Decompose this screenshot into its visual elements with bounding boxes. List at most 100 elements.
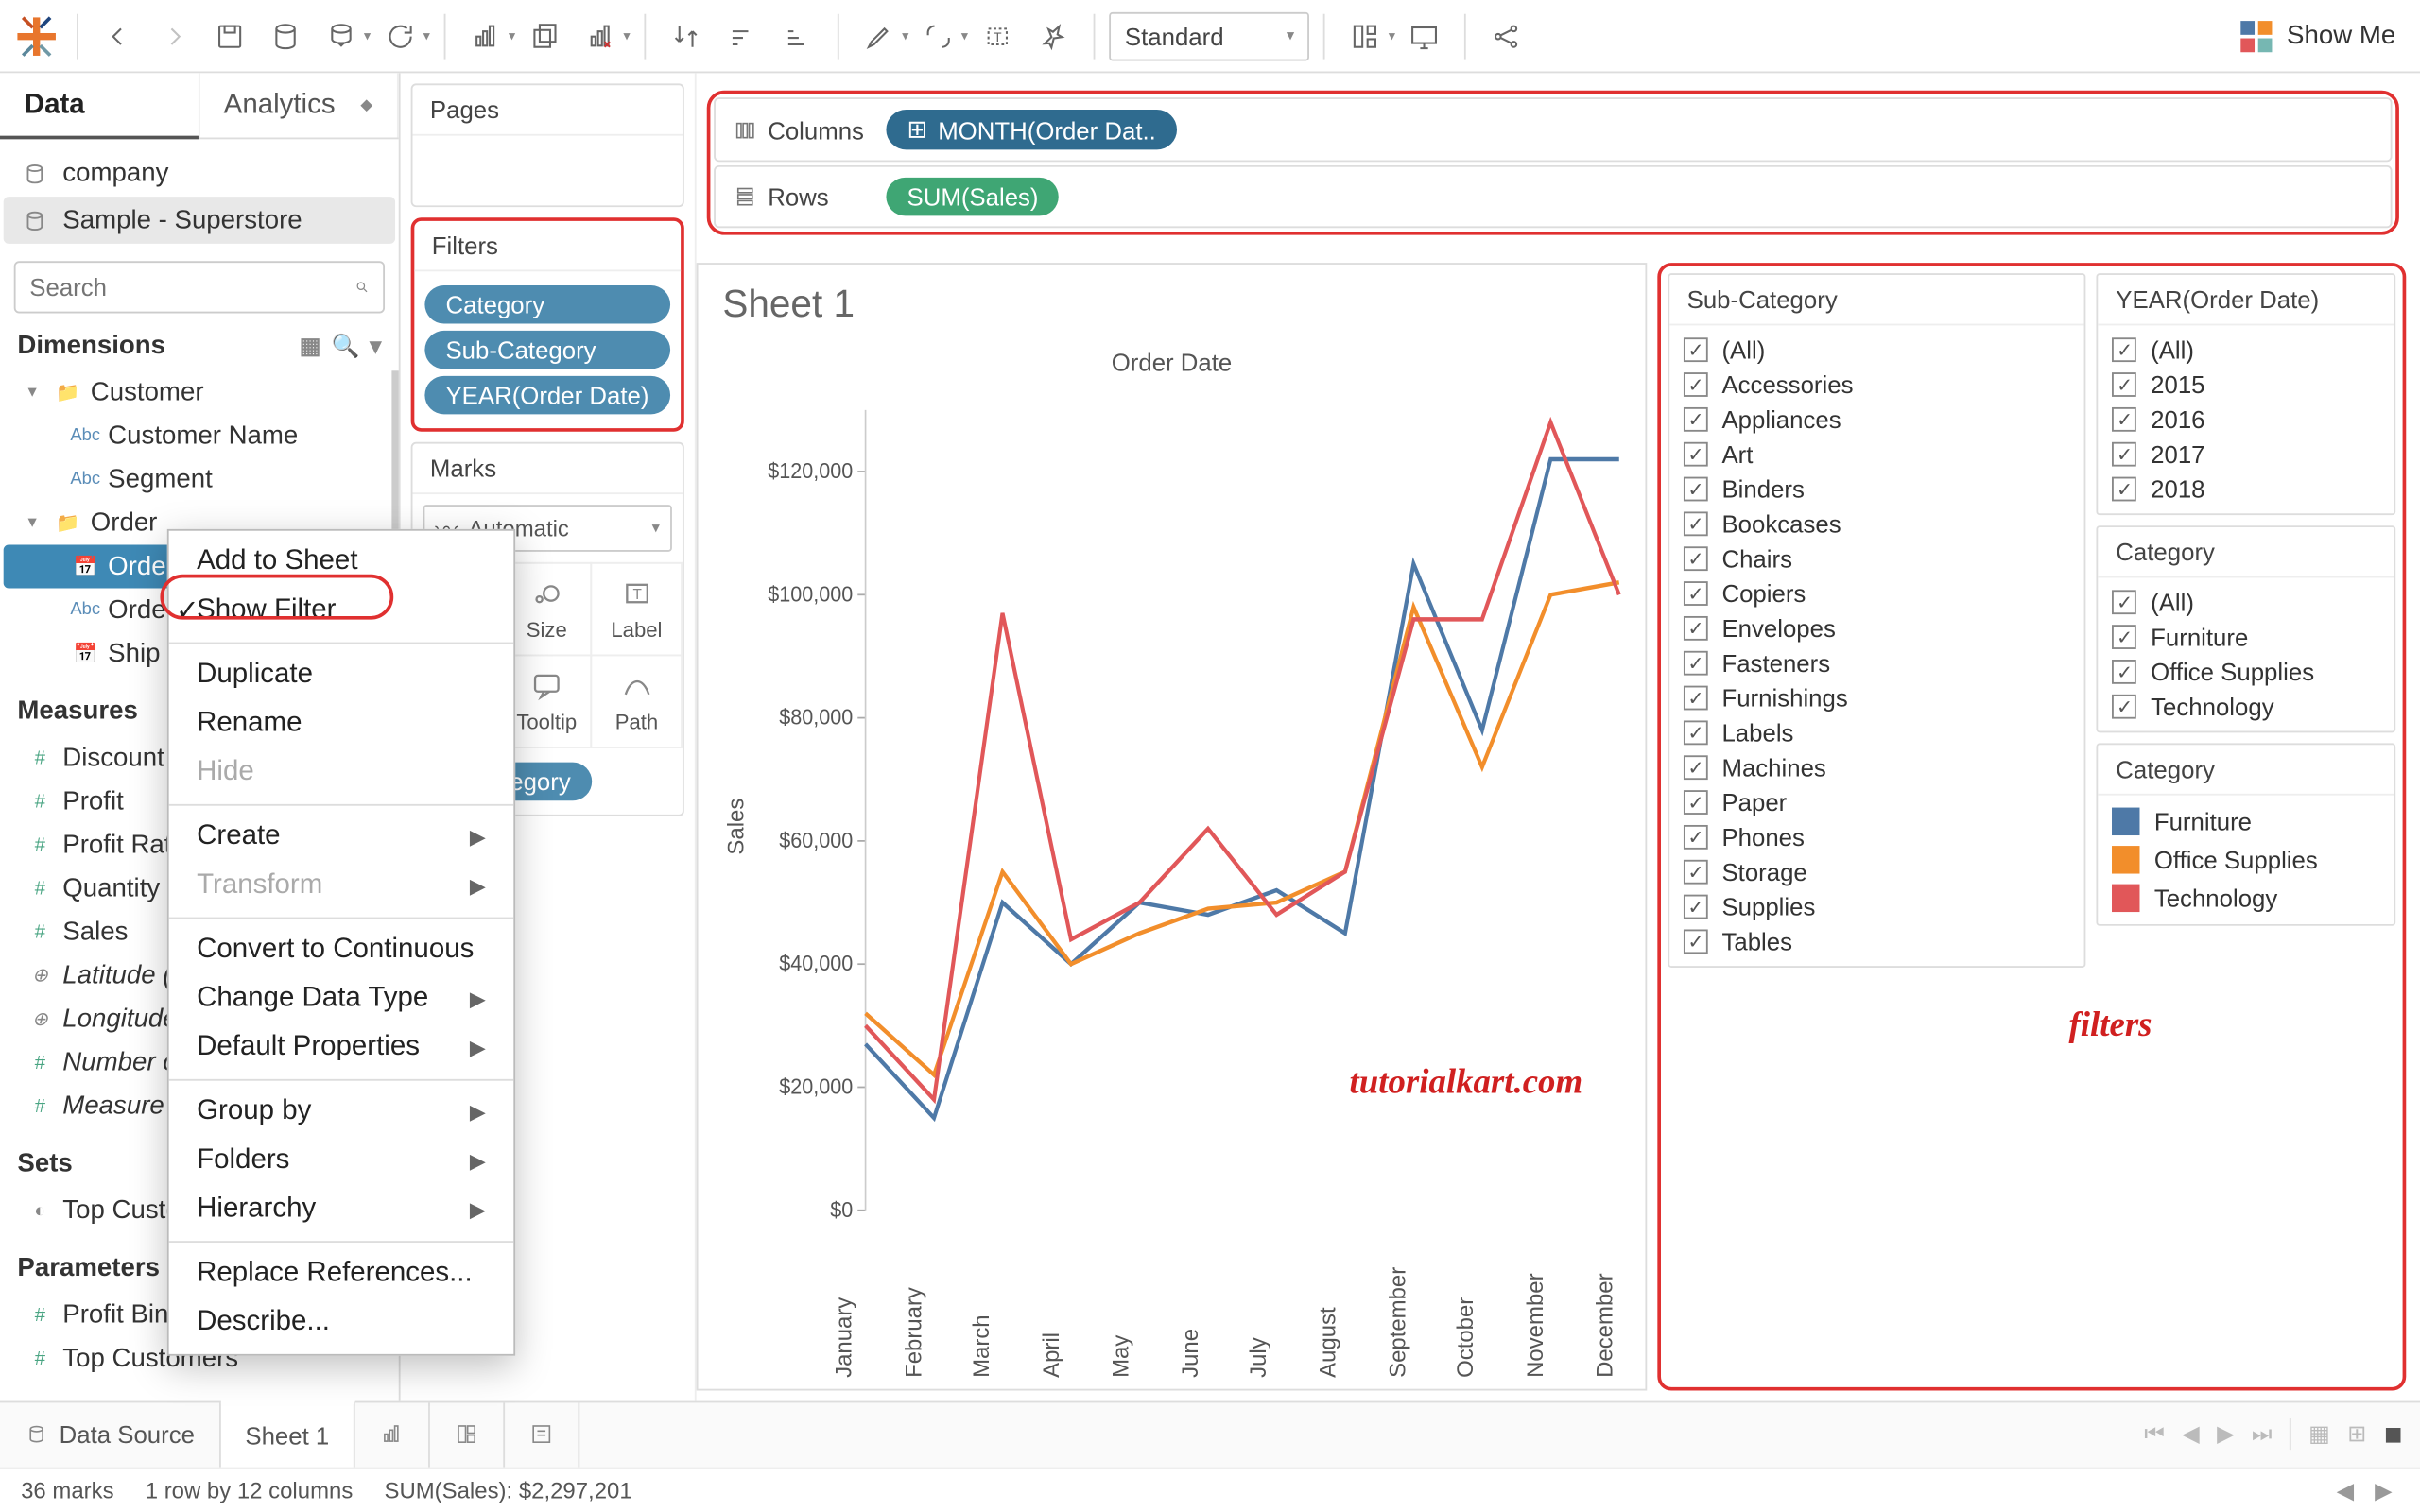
tab-data[interactable]: Data bbox=[0, 73, 199, 137]
filter-checkbox[interactable]: ✓Labels bbox=[1684, 715, 2070, 750]
filter-checkbox[interactable]: ✓Binders bbox=[1684, 472, 2070, 507]
filter-checkbox[interactable]: ✓Envelopes bbox=[1684, 610, 2070, 645]
legend-item[interactable]: Furniture bbox=[2113, 802, 2380, 841]
new-worksheet-icon[interactable] bbox=[459, 9, 511, 61]
subcategory-filter[interactable]: Sub-Category ✓(All)✓Accessories✓Applianc… bbox=[1668, 273, 2086, 968]
year-filter[interactable]: YEAR(Order Date) ✓(All)✓2015✓2016✓2017✓2… bbox=[2097, 273, 2395, 515]
rows-pill[interactable]: SUM(Sales) bbox=[886, 178, 1059, 216]
new-dashboard-button[interactable] bbox=[430, 1402, 505, 1467]
filter-pill[interactable]: Category bbox=[424, 285, 670, 324]
menu-item[interactable]: Default Properties▶ bbox=[169, 1023, 514, 1073]
filter-checkbox[interactable]: ✓Paper bbox=[1684, 785, 2070, 820]
filter-checkbox[interactable]: ✓2015 bbox=[2113, 368, 2380, 403]
marks-path[interactable]: Path bbox=[591, 654, 683, 747]
sort-asc-icon[interactable] bbox=[716, 9, 768, 61]
tab-datasource[interactable]: Data Source bbox=[0, 1402, 221, 1467]
filter-checkbox[interactable]: ✓Fasteners bbox=[1684, 645, 2070, 680]
tab-sheet1[interactable]: Sheet 1 bbox=[221, 1400, 355, 1467]
filter-pill[interactable]: YEAR(Order Date) bbox=[424, 376, 670, 415]
new-story-button[interactable] bbox=[505, 1402, 579, 1467]
datasource-icon[interactable] bbox=[259, 9, 311, 61]
tab-analytics[interactable]: Analytics◆ bbox=[199, 73, 399, 137]
category-filter[interactable]: Category ✓(All)✓Furniture✓Office Supplie… bbox=[2097, 525, 2395, 732]
cards-icon[interactable] bbox=[1340, 9, 1392, 61]
menu-item[interactable]: ✓Show Filter bbox=[169, 587, 514, 636]
presentation-icon[interactable] bbox=[1399, 9, 1451, 61]
legend-item[interactable]: Office Supplies bbox=[2113, 841, 2380, 880]
filter-checkbox[interactable]: ✓Tables bbox=[1684, 924, 2070, 959]
status-marks: 36 marks bbox=[21, 1477, 113, 1503]
filter-pill[interactable]: Sub-Category bbox=[424, 331, 670, 369]
filters-shelf[interactable]: Filters CategorySub-CategoryYEAR(Order D… bbox=[411, 217, 684, 432]
filter-checkbox[interactable]: ✓Furniture bbox=[2113, 620, 2380, 655]
menu-item[interactable]: Add to Sheet bbox=[169, 538, 514, 587]
menu-item[interactable]: Duplicate bbox=[169, 651, 514, 700]
sort-desc-icon[interactable] bbox=[771, 9, 823, 61]
fit-dropdown[interactable]: Standard▾ bbox=[1109, 11, 1309, 60]
filter-checkbox[interactable]: ✓Accessories bbox=[1684, 368, 2070, 403]
dimensions-header: Dimensions ▦🔍▾ bbox=[0, 320, 399, 370]
status-rowcol: 1 row by 12 columns bbox=[146, 1477, 354, 1503]
menu-item: Transform▶ bbox=[169, 862, 514, 911]
filter-checkbox[interactable]: ✓Machines bbox=[1684, 750, 2070, 785]
datasource-item[interactable]: Sample - Superstore bbox=[4, 197, 395, 244]
filter-checkbox[interactable]: ✓2017 bbox=[2113, 437, 2380, 472]
filter-checkbox[interactable]: ✓2018 bbox=[2113, 472, 2380, 507]
filter-checkbox[interactable]: ✓(All) bbox=[1684, 333, 2070, 368]
marks-label[interactable]: TLabel bbox=[591, 562, 683, 656]
dimension-field[interactable]: AbcCustomer Name bbox=[4, 414, 389, 457]
columns-shelf[interactable]: Columns ⊞ MONTH(Order Dat.. bbox=[714, 97, 2392, 162]
status-bar: 36 marks 1 row by 12 columns SUM(Sales):… bbox=[0, 1467, 2420, 1512]
filter-checkbox[interactable]: ✓Phones bbox=[1684, 819, 2070, 854]
filter-checkbox[interactable]: ✓2016 bbox=[2113, 402, 2380, 437]
svg-text:$80,000: $80,000 bbox=[779, 705, 853, 730]
status-sum: SUM(Sales): $2,297,201 bbox=[384, 1477, 631, 1503]
filter-checkbox[interactable]: ✓Copiers bbox=[1684, 576, 2070, 611]
clear-sheet-icon[interactable] bbox=[575, 9, 627, 61]
menu-item[interactable]: Hierarchy▶ bbox=[169, 1185, 514, 1234]
highlight-icon[interactable] bbox=[854, 9, 906, 61]
sheet-title[interactable]: Sheet 1 bbox=[699, 265, 1646, 345]
filter-checkbox[interactable]: ✓Storage bbox=[1684, 854, 2070, 889]
columns-pill[interactable]: ⊞ MONTH(Order Dat.. bbox=[886, 110, 1177, 149]
legend-item[interactable]: Technology bbox=[2113, 879, 2380, 918]
group-icon[interactable] bbox=[912, 9, 964, 61]
filter-checkbox[interactable]: ✓Bookcases bbox=[1684, 507, 2070, 541]
label-icon[interactable]: T bbox=[972, 9, 1024, 61]
filter-checkbox[interactable]: ✓(All) bbox=[2113, 585, 2380, 620]
pages-shelf[interactable]: Pages bbox=[411, 83, 684, 207]
search-input[interactable] bbox=[14, 261, 385, 313]
menu-item[interactable]: Rename bbox=[169, 699, 514, 748]
datasource-item[interactable]: company bbox=[4, 149, 395, 197]
filter-checkbox[interactable]: ✓Office Supplies bbox=[2113, 654, 2380, 689]
dimension-field[interactable]: AbcSegment bbox=[4, 457, 389, 501]
datasource-refresh-icon[interactable] bbox=[315, 9, 367, 61]
share-icon[interactable] bbox=[1480, 9, 1532, 61]
redo-icon[interactable] bbox=[148, 9, 200, 61]
filter-checkbox[interactable]: ✓Technology bbox=[2113, 689, 2380, 724]
duplicate-sheet-icon[interactable] bbox=[519, 9, 571, 61]
filter-checkbox[interactable]: ✓Furnishings bbox=[1684, 680, 2070, 715]
filter-checkbox[interactable]: ✓Chairs bbox=[1684, 541, 2070, 576]
menu-item[interactable]: Folders▶ bbox=[169, 1137, 514, 1186]
show-me-button[interactable]: Show Me bbox=[2227, 20, 2410, 51]
menu-item[interactable]: Change Data Type▶ bbox=[169, 974, 514, 1023]
dimension-field[interactable]: ▾📁Customer bbox=[4, 370, 389, 414]
filter-checkbox[interactable]: ✓(All) bbox=[2113, 333, 2380, 368]
tableau-logo[interactable] bbox=[10, 9, 62, 61]
pin-icon[interactable] bbox=[1028, 9, 1080, 61]
menu-item[interactable]: Group by▶ bbox=[169, 1088, 514, 1137]
swap-icon[interactable] bbox=[660, 9, 712, 61]
menu-item[interactable]: Convert to Continuous bbox=[169, 926, 514, 975]
menu-item[interactable]: Replace References... bbox=[169, 1249, 514, 1298]
menu-item[interactable]: Create▶ bbox=[169, 813, 514, 862]
save-icon[interactable] bbox=[203, 9, 255, 61]
filter-checkbox[interactable]: ✓Appliances bbox=[1684, 402, 2070, 437]
rows-shelf[interactable]: Rows SUM(Sales) bbox=[714, 165, 2392, 228]
undo-icon[interactable] bbox=[93, 9, 145, 61]
new-sheet-button[interactable] bbox=[355, 1402, 430, 1467]
filter-checkbox[interactable]: ✓Art bbox=[1684, 437, 2070, 472]
menu-item[interactable]: Describe... bbox=[169, 1298, 514, 1348]
filter-checkbox[interactable]: ✓Supplies bbox=[1684, 889, 2070, 924]
autoupdate-icon[interactable] bbox=[374, 9, 426, 61]
